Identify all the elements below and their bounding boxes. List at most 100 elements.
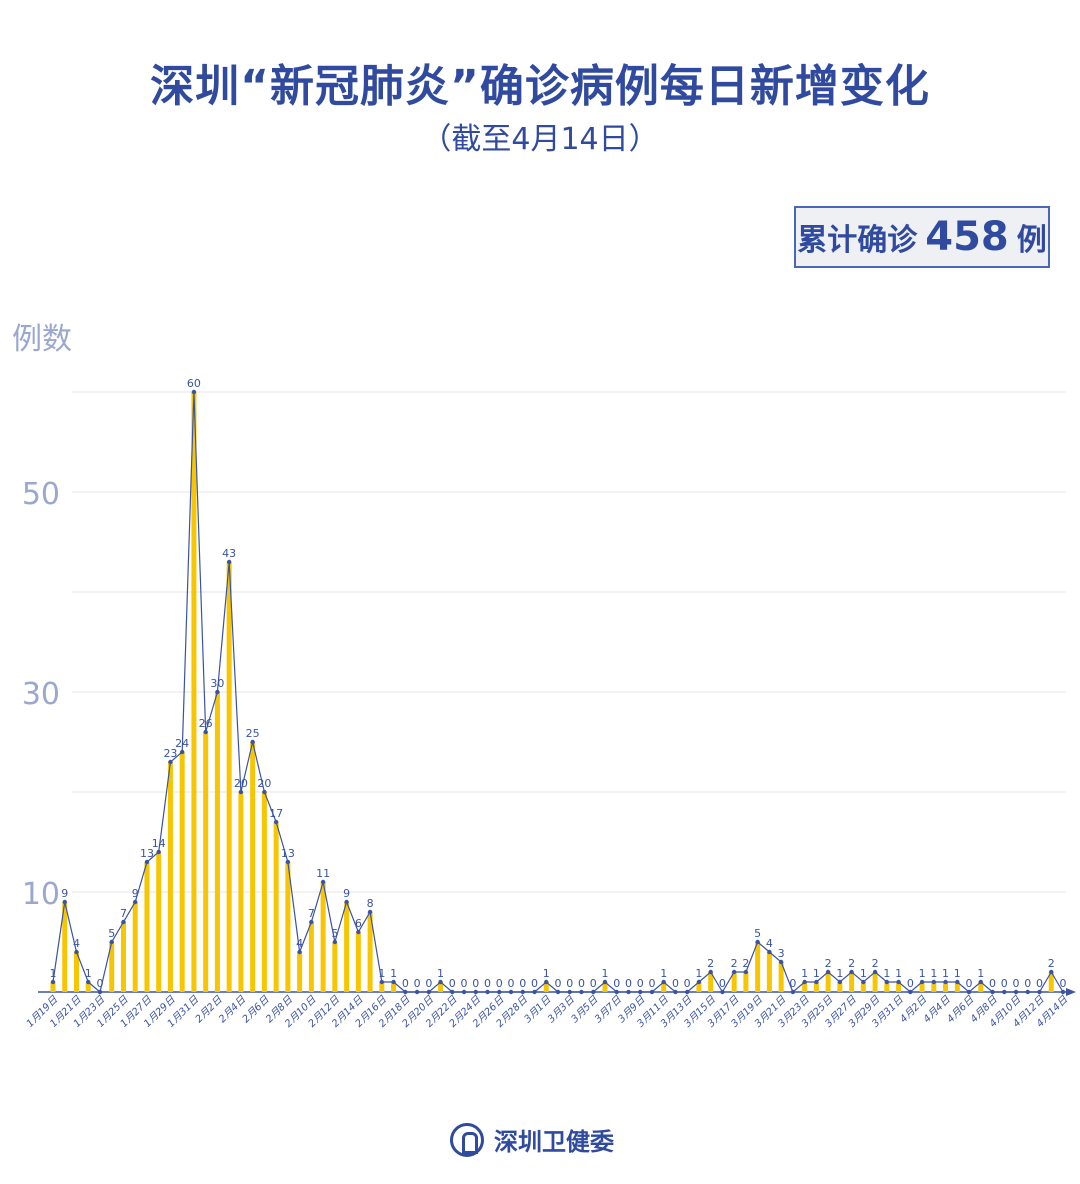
footer-org: 深圳卫健委 — [494, 1128, 614, 1156]
data-point — [1037, 989, 1042, 995]
data-point — [250, 739, 255, 745]
bar — [132, 902, 138, 992]
bar — [391, 982, 397, 992]
data-label: 0 — [966, 977, 973, 990]
data-label: 0 — [907, 977, 914, 990]
data-label: 1 — [378, 967, 385, 980]
data-point — [1025, 989, 1030, 995]
data-point — [555, 989, 561, 995]
bar — [332, 942, 338, 992]
bar — [766, 952, 772, 992]
bar — [344, 902, 350, 992]
data-label: 0 — [1024, 977, 1031, 990]
data-point — [226, 559, 232, 565]
data-label: 0 — [684, 977, 691, 990]
bar — [273, 822, 279, 992]
daily-cases-chart: 1030501941057913142324602630432025201713… — [22, 377, 1076, 1030]
bar — [120, 922, 126, 992]
data-point — [872, 969, 878, 975]
data-label: 0 — [531, 977, 538, 990]
page-title: 深圳“新冠肺炎”确诊病例每日新增变化 — [150, 61, 930, 112]
data-label: 2 — [742, 957, 749, 970]
data-label: 13 — [140, 847, 154, 860]
total-cases-box: 累计确诊 458 例 — [794, 206, 1050, 268]
data-point — [450, 989, 455, 995]
data-point — [74, 949, 79, 955]
data-label: 0 — [519, 977, 526, 990]
data-label: 4 — [296, 937, 303, 950]
bar — [379, 982, 385, 992]
data-label: 0 — [461, 977, 468, 990]
data-label: 0 — [1036, 977, 1043, 990]
data-point — [591, 989, 596, 995]
bar — [743, 972, 749, 992]
bar — [954, 982, 960, 992]
bar — [203, 732, 209, 992]
data-point — [215, 689, 220, 695]
data-point — [356, 929, 361, 935]
bar — [320, 882, 326, 992]
bar — [896, 982, 902, 992]
data-point — [532, 989, 537, 995]
total-unit: 例 — [1016, 223, 1047, 258]
data-point — [320, 879, 326, 885]
bar — [884, 982, 890, 992]
data-label: 1 — [954, 967, 961, 980]
data-point — [1002, 989, 1007, 995]
data-point — [285, 859, 291, 865]
data-point — [567, 989, 572, 995]
data-label: 0 — [989, 977, 996, 990]
shenzhen-health-logo-icon — [450, 1122, 484, 1157]
data-label: 2 — [825, 957, 832, 970]
data-label: 26 — [199, 717, 213, 730]
data-point — [109, 939, 114, 945]
y-tick-label: 30 — [22, 677, 60, 712]
data-point — [168, 759, 173, 765]
data-point — [391, 979, 396, 985]
x-axis-arrow-icon — [1066, 988, 1076, 996]
data-point — [837, 979, 843, 985]
data-label: 2 — [1048, 957, 1055, 970]
data-label: 1 — [919, 967, 926, 980]
bar — [661, 982, 667, 992]
data-label: 0 — [414, 977, 421, 990]
bar — [261, 792, 267, 992]
bar — [238, 792, 244, 992]
data-label: 24 — [175, 737, 189, 750]
data-label: 0 — [1060, 977, 1067, 990]
data-point — [262, 789, 267, 795]
data-label: 9 — [132, 887, 139, 900]
data-point — [684, 989, 690, 995]
data-point — [626, 989, 631, 995]
data-point — [473, 989, 478, 995]
data-point — [367, 909, 373, 915]
data-label: 1 — [860, 967, 867, 980]
data-point — [743, 969, 749, 975]
data-point — [414, 989, 420, 995]
y-tick-label: 50 — [22, 477, 60, 512]
bar — [943, 982, 949, 992]
data-point — [1013, 989, 1019, 995]
bar — [250, 742, 256, 992]
data-label: 60 — [187, 377, 201, 390]
data-point — [309, 919, 314, 925]
data-point — [332, 939, 338, 945]
data-label: 25 — [246, 727, 260, 740]
data-point — [849, 969, 854, 975]
data-point — [238, 789, 244, 795]
data-label: 2 — [731, 957, 738, 970]
data-label: 0 — [96, 977, 103, 990]
data-label: 20 — [257, 777, 271, 790]
bar — [285, 862, 291, 992]
data-label: 0 — [484, 977, 491, 990]
data-label: 1 — [601, 967, 608, 980]
data-label: 5 — [754, 927, 761, 940]
data-label: 0 — [672, 977, 679, 990]
data-label: 0 — [590, 977, 597, 990]
data-label: 1 — [695, 967, 702, 980]
data-label: 1 — [883, 967, 890, 980]
data-label: 0 — [1013, 977, 1020, 990]
data-point — [931, 979, 937, 985]
bar — [696, 982, 702, 992]
data-point — [661, 979, 666, 985]
